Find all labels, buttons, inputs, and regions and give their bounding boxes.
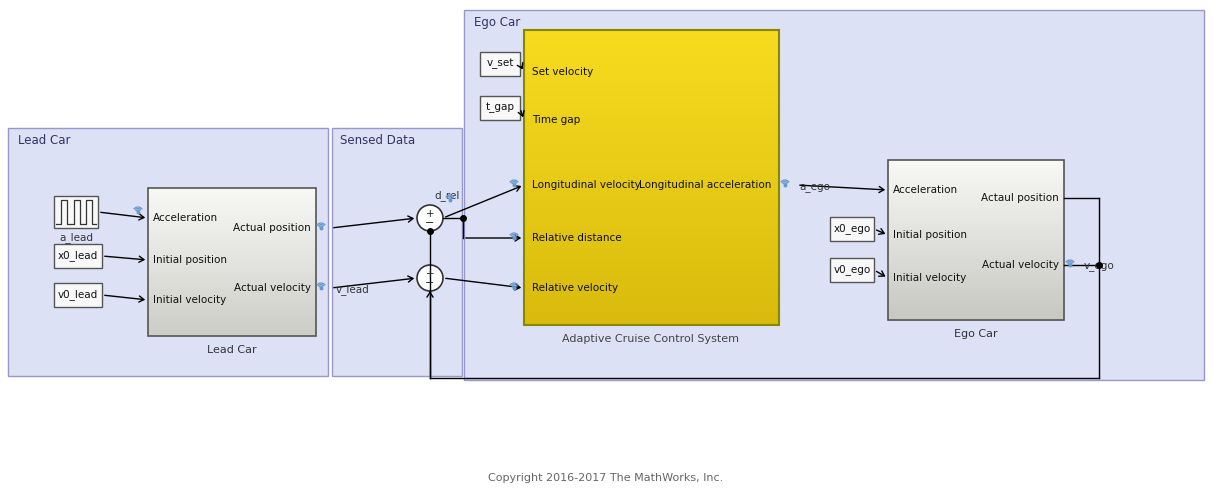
Text: −: − (426, 218, 434, 228)
FancyBboxPatch shape (480, 52, 520, 76)
Text: Actual velocity: Actual velocity (983, 260, 1059, 270)
Text: Relative velocity: Relative velocity (533, 283, 619, 293)
FancyBboxPatch shape (55, 283, 102, 307)
Text: d_rel: d_rel (434, 190, 460, 201)
Text: Initial velocity: Initial velocity (893, 273, 967, 283)
Text: a_ego: a_ego (799, 182, 830, 192)
Text: Acceleration: Acceleration (893, 185, 958, 195)
Text: Ego Car: Ego Car (474, 16, 520, 29)
Text: Time gap: Time gap (533, 115, 580, 125)
Text: Longitudinal velocity: Longitudinal velocity (533, 180, 640, 190)
FancyBboxPatch shape (830, 258, 875, 282)
Text: Copyright 2016-2017 The MathWorks, Inc.: Copyright 2016-2017 The MathWorks, Inc. (489, 473, 724, 483)
Text: Initial velocity: Initial velocity (153, 295, 227, 305)
Text: Relative distance: Relative distance (533, 233, 621, 243)
Text: a_lead: a_lead (59, 232, 93, 243)
Text: v_lead: v_lead (336, 285, 370, 296)
Text: Initial position: Initial position (893, 230, 967, 240)
Text: Actual velocity: Actual velocity (234, 283, 311, 293)
Text: Sensed Data: Sensed Data (340, 133, 415, 146)
Text: Actaul position: Actaul position (981, 193, 1059, 203)
Text: Ego Car: Ego Car (955, 329, 998, 339)
Text: Lead Car: Lead Car (18, 133, 70, 146)
Text: v_ego: v_ego (1084, 261, 1115, 271)
Circle shape (417, 205, 443, 231)
FancyBboxPatch shape (8, 128, 328, 376)
Text: Longitudinal acceleration: Longitudinal acceleration (638, 180, 771, 190)
FancyBboxPatch shape (332, 128, 462, 376)
Text: v0_lead: v0_lead (58, 290, 98, 301)
Text: v0_ego: v0_ego (833, 265, 871, 276)
Text: Initial position: Initial position (153, 255, 227, 265)
FancyBboxPatch shape (55, 196, 98, 228)
Text: x0_lead: x0_lead (58, 250, 98, 262)
Text: Set velocity: Set velocity (533, 67, 593, 77)
Text: +: + (426, 269, 434, 279)
Text: v_set: v_set (486, 59, 513, 69)
Text: Acceleration: Acceleration (153, 213, 218, 223)
Text: x0_ego: x0_ego (833, 223, 871, 234)
Text: t_gap: t_gap (485, 103, 514, 113)
FancyBboxPatch shape (465, 10, 1205, 380)
Text: Actual position: Actual position (233, 223, 311, 233)
FancyBboxPatch shape (830, 217, 875, 241)
Circle shape (417, 265, 443, 291)
FancyBboxPatch shape (55, 244, 102, 268)
Text: +: + (426, 209, 434, 219)
FancyBboxPatch shape (480, 96, 520, 120)
Text: −: − (426, 278, 434, 288)
Text: Lead Car: Lead Car (207, 345, 257, 355)
Text: Adaptive Cruise Control System: Adaptive Cruise Control System (563, 334, 740, 344)
